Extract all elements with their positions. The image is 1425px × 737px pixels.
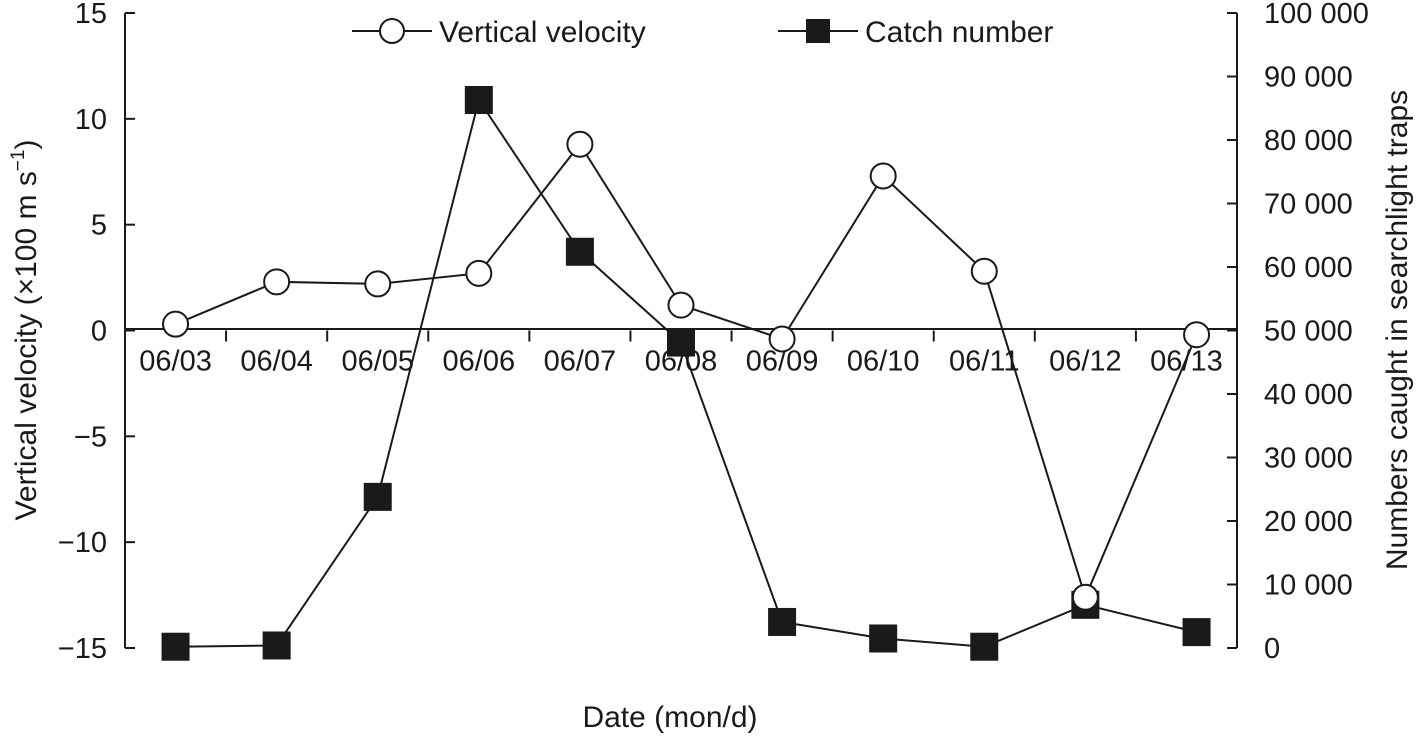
vertical-velocity-marker — [465, 259, 493, 287]
x-axis-ticks: 06/03 06/04 06/05 06/06 06/07 06/08 06/09 06/10… — [139, 330, 1223, 378]
catch-number-marker — [667, 328, 695, 357]
right-y-tick-label: 70 000 — [1264, 189, 1353, 221]
vertical-velocity-marker — [162, 310, 190, 338]
vertical-velocity-marker — [566, 130, 594, 158]
vertical-velocity-marker — [364, 270, 392, 298]
right-y-tick-label: 40 000 — [1264, 379, 1353, 411]
x-tick-label: 06/04 — [240, 346, 313, 378]
x-tick-label: 06/07 — [544, 346, 617, 378]
left-y-tick-label: 5 — [91, 210, 107, 242]
catch-number-marker — [869, 624, 898, 653]
left-y-axis-title: Vertical velocity (×100 m s−1) — [8, 140, 43, 521]
right-y-tick-label: 50 000 — [1264, 316, 1353, 348]
right-y-tick-label: 90 000 — [1264, 62, 1353, 94]
legend-velocity-marker — [379, 18, 405, 44]
left-y-tick-label: 15 — [75, 0, 107, 30]
x-tick-label: 06/11 — [949, 346, 1019, 378]
x-tick-label: 06/12 — [1049, 346, 1122, 378]
right-y-ticks: 100 000 90 000 80 000 70 000 60 000 50 000 40 … — [1227, 0, 1369, 665]
left-y-tick-label: −10 — [58, 527, 107, 559]
right-y-tick-label: 100 000 — [1264, 0, 1369, 30]
right-y-axis-title: Numbers caught in searchlight traps — [1381, 90, 1414, 570]
catch-number-marker — [970, 632, 999, 661]
catch-number-marker — [1182, 618, 1211, 647]
right-y-tick-label: 60 000 — [1264, 252, 1353, 284]
left-y-ticks: 15 10 5 0 −5 −10 −15 — [58, 0, 135, 665]
x-tick-label: 06/05 — [341, 346, 414, 378]
vertical-velocity-marker — [970, 257, 998, 285]
catch-number-marker — [768, 607, 797, 636]
x-tick-label: 06/10 — [847, 346, 920, 378]
x-axis-title: Date (mon/d) — [582, 701, 757, 734]
legend: Vertical velocity Catch number — [352, 16, 1053, 49]
catch-number-marker — [262, 631, 291, 660]
right-y-tick-label: 80 000 — [1264, 125, 1353, 157]
left-y-tick-label: 10 — [75, 104, 107, 136]
catch-number-marker — [363, 482, 392, 511]
legend-catch-label: Catch number — [865, 16, 1053, 49]
right-y-tick-label: 30 000 — [1264, 443, 1353, 475]
vertical-velocity-marker — [1071, 583, 1099, 611]
right-y-tick-label: 0 — [1264, 633, 1280, 665]
catch-number-marker — [464, 85, 493, 114]
series-layer — [161, 85, 1211, 661]
left-y-tick-label: −5 — [74, 421, 107, 453]
vertical-velocity-marker — [263, 268, 291, 296]
catch-number-marker — [565, 237, 594, 266]
legend-catch-marker — [806, 19, 830, 43]
x-tick-label: 06/06 — [443, 346, 516, 378]
left-y-tick-label: 0 — [91, 316, 107, 348]
x-tick-label: 06/13 — [1150, 346, 1223, 378]
vertical-velocity-marker — [667, 291, 695, 319]
vertical-velocity-marker — [1183, 321, 1211, 349]
catch-number-marker — [161, 632, 190, 661]
left-y-axis-title-close: ) — [10, 140, 43, 150]
vertical-velocity-marker — [768, 325, 796, 353]
left-y-axis-title-main: Vertical velocity (×100 m s — [10, 171, 43, 520]
left-y-axis-title-exponent: −1 — [8, 150, 29, 172]
right-y-tick-label: 10 000 — [1264, 570, 1353, 602]
right-y-tick-label: 20 000 — [1264, 506, 1353, 538]
left-y-tick-label: −15 — [58, 633, 107, 665]
vertical-velocity-marker — [869, 162, 897, 190]
x-tick-label: 06/03 — [139, 346, 212, 378]
legend-velocity-label: Vertical velocity — [439, 16, 646, 49]
